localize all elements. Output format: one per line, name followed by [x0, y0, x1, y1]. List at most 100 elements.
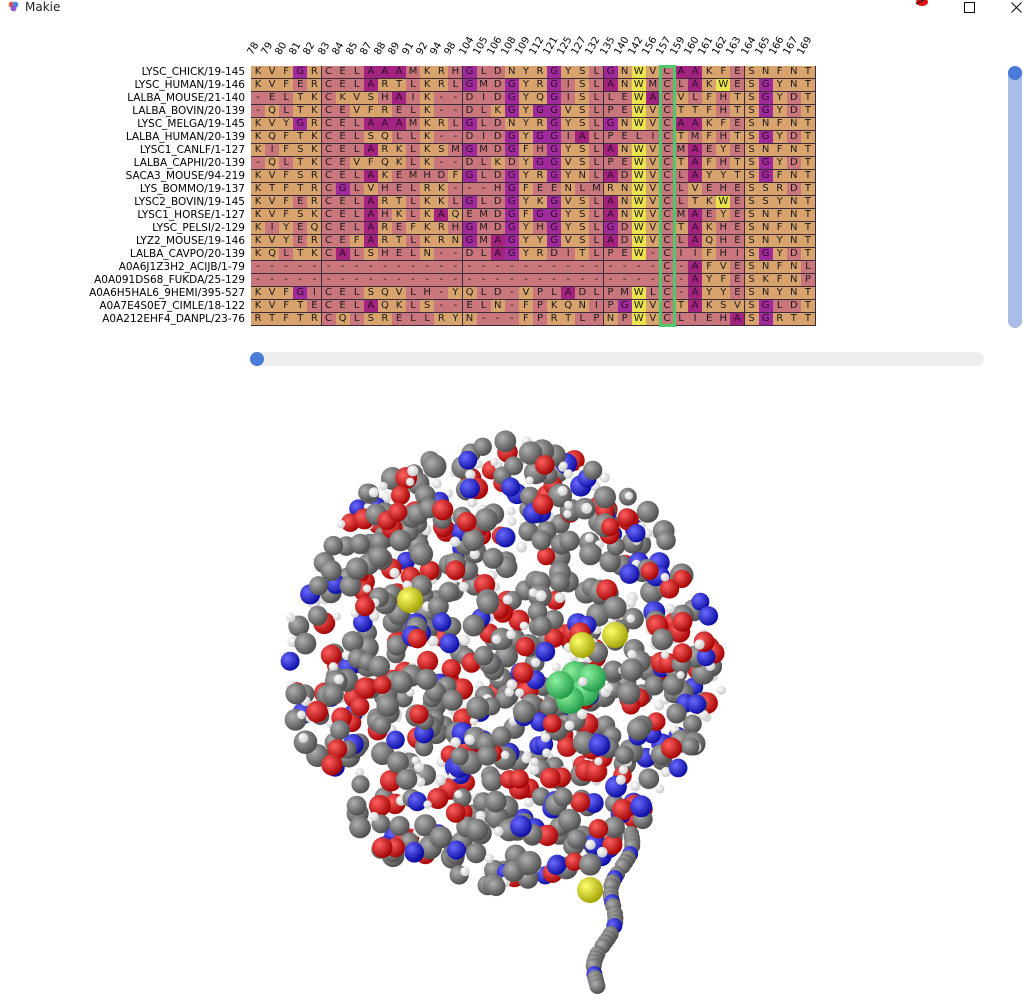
residue-cell[interactable]: - [561, 274, 577, 287]
residue-cell[interactable]: D [617, 235, 633, 248]
residue-cell[interactable]: N [617, 79, 633, 92]
residue-cell[interactable]: E [307, 300, 323, 313]
residue-cell[interactable]: L [476, 118, 492, 131]
residue-cell[interactable]: C [321, 183, 337, 196]
residue-cell[interactable]: K [251, 118, 266, 131]
residue-cell[interactable]: H [420, 170, 436, 183]
residue-cell[interactable]: F [279, 79, 295, 92]
residue-cell[interactable]: S [363, 131, 379, 144]
residue-cell[interactable]: P [603, 300, 619, 313]
residue-cell[interactable]: V [561, 105, 577, 118]
residue-cell[interactable]: T [293, 183, 309, 196]
residue-cell[interactable]: T [800, 105, 816, 118]
residue-cell[interactable]: F [349, 235, 365, 248]
residue-cell[interactable]: K [251, 222, 266, 235]
residue-cell[interactable]: S [363, 313, 379, 326]
residue-cell[interactable]: T [800, 170, 816, 183]
residue-cell[interactable]: H [716, 92, 732, 105]
residue-cell[interactable]: - [335, 274, 351, 287]
residue-cell[interactable]: Y [561, 118, 577, 131]
residue-cell[interactable]: T [730, 157, 746, 170]
residue-cell[interactable]: V [265, 118, 281, 131]
residue-cell[interactable]: N [448, 235, 464, 248]
residue-cell[interactable]: N [758, 222, 774, 235]
residue-cell[interactable]: S [744, 235, 760, 248]
residue-cell[interactable]: F [772, 209, 788, 222]
residue-cell[interactable]: R [251, 313, 266, 326]
residue-cell[interactable]: M [476, 222, 492, 235]
residue-cell[interactable]: A [603, 196, 619, 209]
residue-cell[interactable]: R [772, 313, 788, 326]
residue-cell[interactable]: T [392, 235, 407, 248]
residue-cell[interactable]: H [377, 248, 393, 261]
residue-cell[interactable]: K [251, 196, 266, 209]
residue-cell[interactable]: - [462, 261, 478, 274]
residue-cell[interactable]: I [561, 248, 577, 261]
residue-cell[interactable]: Y [518, 235, 534, 248]
residue-cell[interactable]: K [420, 118, 436, 131]
residue-cell[interactable]: - [251, 157, 266, 170]
residue-cell[interactable]: I [406, 92, 422, 105]
residue-cell[interactable]: - [561, 261, 577, 274]
residue-cell[interactable]: R [377, 222, 393, 235]
residue-cell[interactable]: S [420, 300, 436, 313]
residue-cell[interactable]: I [589, 300, 605, 313]
residue-cell[interactable]: - [377, 274, 393, 287]
residue-cell[interactable]: W [631, 196, 647, 209]
residue-cell[interactable]: G [533, 131, 548, 144]
residue-cell[interactable]: K [307, 157, 323, 170]
residue-cell[interactable]: W [631, 209, 647, 222]
residue-cell[interactable]: L [575, 313, 591, 326]
residue-cell[interactable]: M [476, 79, 492, 92]
residue-cell[interactable]: S [744, 287, 760, 300]
residue-cell[interactable]: A [363, 300, 379, 313]
residue-cell[interactable]: - [434, 157, 450, 170]
residue-cell[interactable]: G [462, 196, 478, 209]
residue-cell[interactable]: L [349, 222, 365, 235]
residue-cell[interactable]: G [547, 235, 563, 248]
residue-cell[interactable]: P [589, 313, 605, 326]
residue-cell[interactable]: G [758, 79, 774, 92]
residue-cell[interactable]: T [265, 313, 281, 326]
residue-cell[interactable]: F [363, 105, 379, 118]
residue-cell[interactable]: L [349, 300, 365, 313]
residue-cell[interactable]: L [420, 313, 436, 326]
residue-cell[interactable]: I [307, 287, 323, 300]
residue-cell[interactable]: - [434, 105, 450, 118]
residue-cell[interactable]: F [448, 170, 464, 183]
residue-cell[interactable]: G [293, 118, 309, 131]
residue-cell[interactable]: K [392, 209, 407, 222]
residue-cell[interactable]: P [533, 287, 548, 300]
residue-cell[interactable]: F [363, 157, 379, 170]
residue-cell[interactable]: - [448, 183, 464, 196]
residue-cell[interactable]: L [603, 92, 619, 105]
residue-cell[interactable]: R [377, 313, 393, 326]
residue-cell[interactable]: - [674, 274, 689, 287]
residue-cell[interactable]: - [476, 274, 492, 287]
residue-cell[interactable]: F [279, 66, 295, 79]
residue-cell[interactable]: L [406, 313, 422, 326]
residue-cell[interactable]: C [321, 105, 337, 118]
residue-cell[interactable]: L [589, 131, 605, 144]
residue-cell[interactable]: N [758, 118, 774, 131]
residue-cell[interactable]: K [307, 131, 323, 144]
residue-cell[interactable]: E [730, 287, 746, 300]
residue-cell[interactable]: E [702, 209, 718, 222]
residue-cell[interactable]: F [702, 261, 718, 274]
residue-cell[interactable]: A [363, 196, 379, 209]
residue-cell[interactable]: F [772, 222, 788, 235]
residue-cell[interactable]: L [688, 92, 704, 105]
residue-cell[interactable]: E [335, 287, 351, 300]
residue-cell[interactable]: G [758, 105, 774, 118]
residue-cell[interactable]: - [504, 300, 520, 313]
residue-cell[interactable]: N [786, 235, 802, 248]
residue-cell[interactable]: E [335, 105, 351, 118]
residue-cell[interactable]: T [392, 196, 407, 209]
residue-cell[interactable]: Y [772, 105, 788, 118]
residue-cell[interactable]: Y [772, 287, 788, 300]
residue-cell[interactable]: T [800, 248, 816, 261]
residue-cell[interactable]: K [702, 222, 718, 235]
residue-cell[interactable]: Y [518, 196, 534, 209]
residue-cell[interactable]: E [730, 222, 746, 235]
residue-cell[interactable]: - [674, 287, 689, 300]
